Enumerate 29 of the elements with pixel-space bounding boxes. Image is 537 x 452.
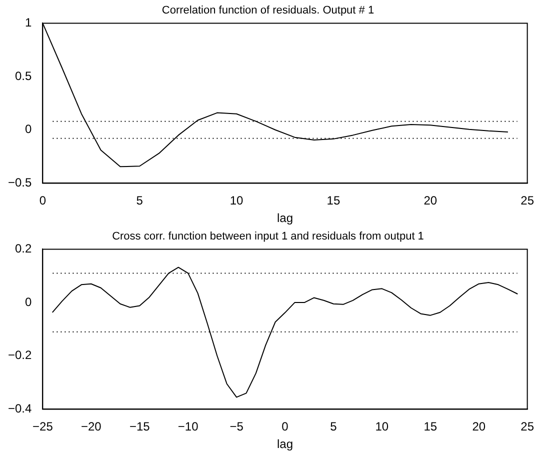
y-tick-label: −0.4 (8, 402, 32, 416)
y-tick-label: 0 (25, 294, 32, 309)
x-tick-label: 25 (520, 194, 534, 208)
x-tick-label: 15 (326, 194, 340, 208)
x-axis-title: lag (277, 437, 294, 452)
x-tick-label: 15 (424, 420, 438, 434)
x-tick-label: −5 (230, 420, 244, 434)
y-tick-label: 1 (25, 16, 32, 30)
y-tick-label: 0.2 (15, 242, 32, 256)
y-tick-label: 0.5 (15, 68, 32, 83)
x-tick-label: 0 (282, 420, 289, 434)
x-tick-label: 5 (330, 420, 338, 434)
x-axis-title: lag (277, 211, 294, 226)
x-tick-label: 20 (472, 420, 486, 434)
x-tick-label: 20 (424, 194, 438, 208)
y-tick-label: 0 (25, 122, 32, 136)
x-tick-label: −25 (32, 420, 54, 434)
x-tick-label: 0 (39, 194, 46, 208)
y-tick-label: −0.5 (8, 176, 32, 190)
x-tick-label: 10 (230, 194, 244, 208)
x-tick-label: 25 (520, 420, 534, 434)
x-tick-label: −20 (80, 420, 102, 434)
chart-title: Cross corr. function between input 1 and residuals from output 1 (112, 230, 424, 243)
x-tick-label: 5 (136, 194, 144, 208)
y-tick-label: −0.2 (8, 348, 32, 362)
x-tick-label: 10 (375, 420, 389, 434)
x-tick-label: −10 (178, 420, 199, 434)
x-tick-label: −15 (129, 420, 150, 434)
chart-title: Correlation function of residuals. Output # 1 (162, 4, 374, 17)
